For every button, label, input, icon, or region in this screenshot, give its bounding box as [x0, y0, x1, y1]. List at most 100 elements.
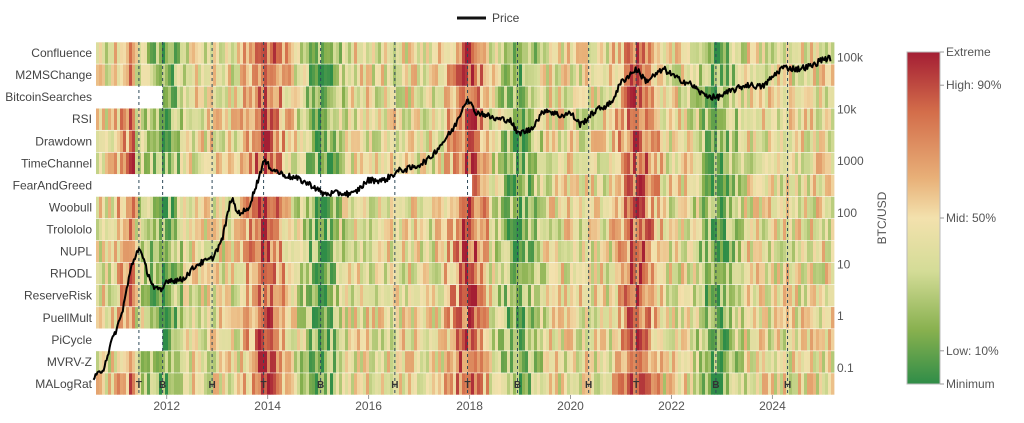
heatmap-cell: [504, 130, 508, 153]
heatmap-cell: [249, 130, 253, 153]
heatmap-cell: [390, 218, 394, 241]
heatmap-cell: [225, 130, 229, 153]
heatmap-cell: [459, 240, 463, 263]
heatmap-cell: [444, 108, 448, 130]
heatmap-cell: [459, 130, 463, 153]
heatmap-cell: [435, 130, 439, 153]
heatmap-cell: [723, 373, 727, 395]
heatmap-cell: [237, 86, 241, 108]
heatmap-cell: [495, 307, 499, 329]
heatmap-cell: [744, 307, 748, 329]
heatmap-cell: [465, 42, 469, 64]
heatmap-cell: [783, 152, 787, 175]
heatmap-cell: [507, 174, 511, 197]
heatmap-cell: [696, 152, 700, 175]
heatmap-cell: [708, 152, 712, 175]
heatmap-cell: [708, 262, 712, 285]
heatmap-cell: [516, 196, 520, 219]
heatmap-cell: [189, 284, 193, 307]
heatmap-cell: [762, 307, 766, 329]
heatmap-cell: [432, 240, 436, 263]
heatmap-cell: [537, 174, 541, 197]
heatmap-cell: [258, 86, 262, 108]
heatmap-cell: [177, 262, 181, 285]
heatmap-cell: [540, 152, 544, 175]
heatmap-cell: [534, 262, 538, 285]
heatmap-cell: [774, 42, 778, 64]
heatmap-cell: [579, 86, 583, 108]
heatmap-cell: [462, 64, 466, 86]
heatmap-cell: [426, 42, 430, 64]
heatmap-cell: [366, 351, 370, 373]
heatmap-cell: [711, 329, 715, 351]
heatmap-cell: [117, 262, 121, 285]
heatmap-cell: [441, 108, 445, 130]
heatmap-cell: [246, 284, 250, 307]
heatmap-cell: [168, 284, 172, 307]
heatmap-cell: [696, 64, 700, 86]
heatmap-cell: [519, 196, 523, 219]
heatmap-cell: [495, 42, 499, 64]
heatmap-cell: [675, 174, 679, 197]
heatmap-cell: [144, 351, 148, 373]
heatmap-cell: [126, 373, 130, 395]
heatmap-cell: [303, 86, 307, 108]
heatmap-cell: [249, 152, 253, 175]
heatmap-cell: [705, 284, 709, 307]
heatmap-cell: [555, 240, 559, 263]
heatmap-cell: [240, 351, 244, 373]
heatmap-cell: [723, 152, 727, 175]
heatmap-cell: [789, 329, 793, 351]
heatmap-cell: [753, 42, 757, 64]
heatmap-cell: [741, 174, 745, 197]
heatmap-cell: [369, 42, 373, 64]
heatmap-cell: [768, 108, 772, 130]
heatmap-cell: [501, 130, 505, 153]
heatmap-cell: [612, 64, 616, 86]
heatmap-cell: [219, 196, 223, 219]
heatmap-cell: [699, 64, 703, 86]
heatmap-cell: [483, 86, 487, 108]
heatmap-cell: [486, 240, 490, 263]
heatmap-cell: [378, 218, 382, 241]
heatmap-cell: [627, 86, 631, 108]
heatmap-cell: [717, 351, 721, 373]
heatmap-cell: [327, 351, 331, 373]
heatmap-cell: [282, 284, 286, 307]
heatmap-cell: [324, 64, 328, 86]
heatmap-cell: [585, 130, 589, 153]
heatmap-cell: [159, 152, 163, 175]
heatmap-cell: [651, 373, 655, 395]
heatmap-cell: [537, 373, 541, 395]
heatmap-cell: [150, 284, 154, 307]
heatmap-cell: [174, 108, 178, 130]
heatmap-cell: [441, 86, 445, 108]
heatmap-cell: [831, 196, 835, 219]
heatmap-cell: [321, 130, 325, 153]
heatmap-cell: [513, 152, 517, 175]
heatmap-cell: [468, 262, 472, 285]
heatmap-cell: [114, 284, 118, 307]
heatmap-cell: [729, 284, 733, 307]
heatmap-cell: [195, 86, 199, 108]
heatmap-cell: [450, 64, 454, 86]
heatmap-cell: [594, 86, 598, 108]
heatmap-cell: [777, 108, 781, 130]
heatmap-cell: [750, 218, 754, 241]
row-label: Drawdown: [35, 134, 92, 148]
heatmap-cell: [624, 196, 628, 219]
heatmap-cell: [138, 218, 142, 241]
heatmap-cell: [822, 218, 826, 241]
heatmap-cell: [645, 152, 649, 175]
heatmap-cell: [228, 262, 232, 285]
heatmap-cell: [783, 108, 787, 130]
heatmap-cell: [456, 329, 460, 351]
heatmap-cell: [438, 196, 442, 219]
heatmap-cell: [555, 86, 559, 108]
heatmap-cell: [660, 284, 664, 307]
heatmap-cell: [315, 351, 319, 373]
heatmap-cell: [309, 307, 313, 329]
heatmap-cell: [543, 373, 547, 395]
heatmap-cell: [132, 284, 136, 307]
heatmap-cell: [702, 329, 706, 351]
